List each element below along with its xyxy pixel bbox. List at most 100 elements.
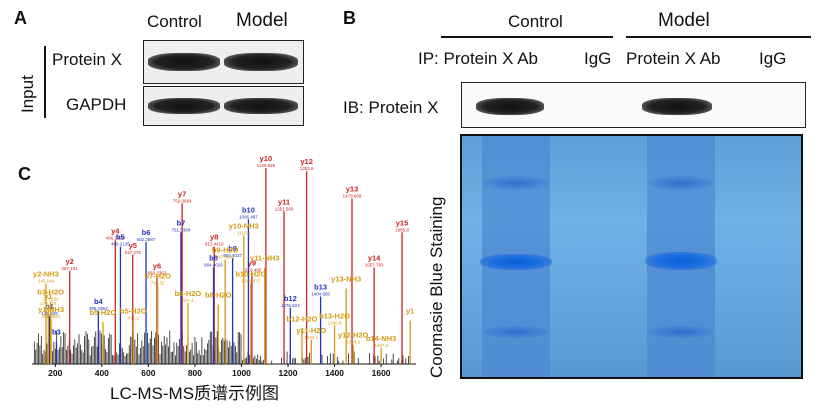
x-tick-label: 600 [141,368,155,378]
peak-value: 466.2428 [106,235,125,240]
peak-value: 1251.580 [275,206,294,211]
x-tick-label: 1600 [372,368,391,378]
peak-label: y10-NH3 [229,221,259,230]
peak-label: y13 [346,185,359,194]
spectrum-caption: LC-MS-MS质谱示例图 [110,384,280,403]
gel-faint-band [484,326,548,338]
peak-value: 1334.6 [346,340,360,345]
x-tick-label: 800 [188,368,202,378]
peak-label: b10-H2O [235,270,266,279]
gel-faint-band [649,326,713,338]
peak-label: b5 [116,233,125,242]
peak-label: y4 [111,226,120,235]
peak-label: b5-H2O [120,307,147,316]
peak-value: 1016.489 [243,267,262,272]
peak-label: y11-NH3 [250,254,280,263]
peak-value: 175.119 [40,301,56,306]
peak-value: 1276.524 [281,303,300,308]
peak-value: 129.509 [41,311,58,316]
peak-label: y13-NH3 [331,274,361,283]
x-axis-ticks: 200 400 600 800 1000 1200 1400 1600 [48,364,391,378]
peak-value: 1685.8 [395,227,409,232]
gel-faint-band [649,176,713,190]
peak-label: y5 [129,241,137,250]
peak-label: b12 [284,294,297,303]
input-side-label: Input [18,75,37,113]
group-control-label: Control [508,12,563,31]
ib-blot [461,82,806,128]
peak-value: 1006.487 [239,214,258,219]
peak-label: y11 [278,197,290,206]
peak-value: 274.138 [42,296,59,301]
igg-lane-label-2: IgG [759,49,787,68]
peak-label: y6 [153,262,161,271]
peak-value: 864.4026 [204,263,223,268]
model-group-line [626,36,811,38]
gapdh-row-label: GAPDH [66,95,127,114]
panel-a-model-label: Model [236,10,288,31]
ib-band-model [642,98,712,115]
peak-value: 395.1862 [89,306,108,311]
peak-label: y15 [396,218,409,227]
peak-value: 752.0684 [173,198,192,203]
peak-value: 913.4418 [205,242,224,247]
panel-a-control-label: Control [147,12,202,31]
peak-value: 751.3388 [172,227,191,232]
gel-band-model [645,252,717,270]
peak-value: 847.4 [182,298,194,303]
peak-label: b7-H2O [144,271,171,280]
peak-value: 602.2987 [137,237,156,242]
peak-label: b14-NH3 [366,334,396,343]
peak-value: 947.4291 [216,255,235,260]
peak-label: y11-H2O [296,326,326,335]
peak-label: b8-H2O [175,289,202,298]
peak-value: 1386.6 [328,320,342,325]
peak-label: b5-H2O [90,308,117,317]
peak-label: y2-NH3 [33,270,59,279]
peak-label: b10 [242,205,255,214]
peak-label: b3 [52,328,61,337]
ib-label: IB: Protein X [343,98,439,117]
peak-label: y1-NH3 [38,305,64,314]
blot-band [224,53,298,71]
peak-value: 1487.3 [374,343,388,348]
peak-label: y10 [260,154,273,163]
peak-label: y14 [368,254,381,263]
peak-label: y1 [44,292,52,301]
protein-x-row-label: Protein X [52,50,122,69]
peak-value: 158.0924 [42,314,61,319]
peak-label: b13 [314,283,327,292]
peak-value: 1557.793 [365,263,384,268]
input-bracket-line [44,46,46,118]
peak-label: b8-H2O [205,291,232,300]
blot-band [224,98,298,114]
peak-label: y9 [248,258,256,267]
blot-band [148,53,220,71]
protein-x-blot [143,40,304,84]
peak-label: y12 [300,157,313,166]
x-tick-label: 200 [48,368,62,378]
peak-label: b3-H2O [37,287,64,296]
peak-label: b7 [177,218,186,227]
control-group-line [441,36,613,38]
peak-value: 537.279 [125,250,142,255]
gapdh-blot [143,86,304,126]
peak-value: 1352.6 [300,166,314,171]
peak-value: 1113.4 [237,230,251,235]
panel-c-letter: C [18,164,31,184]
peak-value: 650.3363 [148,271,167,276]
panel-a-letter: A [14,8,27,28]
peak-label: y1 [406,307,414,316]
peak-value: 1048.477 [241,279,260,284]
peak-label: b12-H2O [287,315,318,324]
peak-value: 1404.650 [311,292,330,297]
blot-band [148,98,220,114]
peak-label: b6 [142,228,151,237]
peak-label: b13-H2O [319,311,350,320]
peak-label: b9 [228,244,237,253]
igg-lane-label-1: IgG [584,49,612,68]
x-tick-label: 400 [95,368,109,378]
peak-value: 733.32 [151,280,165,285]
